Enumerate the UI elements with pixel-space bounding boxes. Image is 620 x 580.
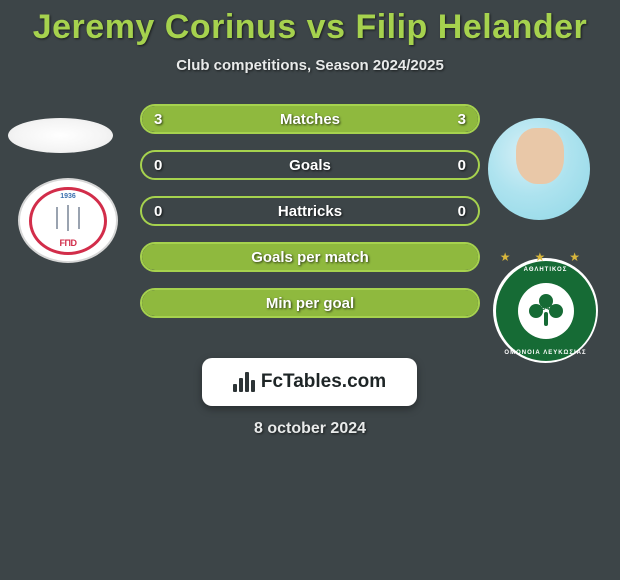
- date-text: 8 october 2024: [0, 420, 620, 438]
- source-badge: FcTables.com: [202, 358, 417, 406]
- subtitle: Club competitions, Season 2024/2025: [0, 57, 620, 74]
- stat-row: 00Goals: [140, 150, 480, 180]
- stat-label: Matches: [142, 111, 478, 128]
- stat-label: Hattricks: [142, 203, 478, 220]
- stat-row: 00Hattricks: [140, 196, 480, 226]
- page-title: Jeremy Corinus vs Filip Helander: [0, 0, 620, 47]
- chart-bars-icon: [233, 372, 255, 392]
- stat-row: Goals per match: [140, 242, 480, 272]
- stat-label: Min per goal: [142, 295, 478, 312]
- stat-row: Min per goal: [140, 288, 480, 318]
- source-badge-text: FcTables.com: [261, 371, 386, 393]
- stat-row: 33Matches: [140, 104, 480, 134]
- stat-bars: 33Matches 00Goals 00Hattricks Goals per mat…: [140, 104, 480, 334]
- stat-label: Goals: [142, 157, 478, 174]
- club-right-stars: ★★★: [500, 250, 580, 264]
- stat-label: Goals per match: [142, 249, 478, 266]
